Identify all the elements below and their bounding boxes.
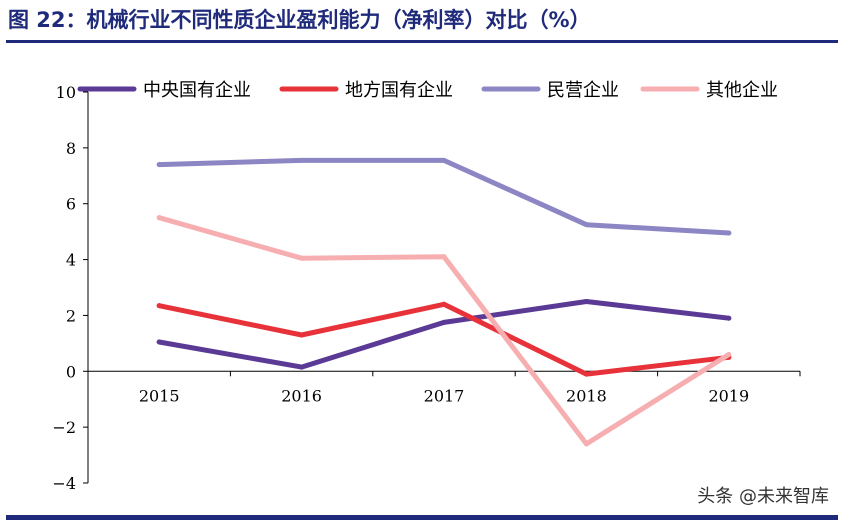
series-line-4 bbox=[156, 215, 732, 447]
data-point bbox=[726, 315, 732, 321]
data-point bbox=[583, 441, 589, 447]
data-point bbox=[441, 254, 447, 260]
y-tick-label: 4 bbox=[66, 251, 76, 270]
data-point bbox=[156, 303, 162, 309]
data-point bbox=[583, 298, 589, 304]
data-point bbox=[726, 352, 732, 358]
data-point bbox=[441, 319, 447, 325]
data-point bbox=[299, 255, 305, 261]
y-tick-label: 0 bbox=[66, 362, 76, 381]
data-point bbox=[441, 301, 447, 307]
x-tick-label: 2019 bbox=[708, 386, 749, 405]
data-point bbox=[156, 215, 162, 221]
chart-legend: 中央国有企业 地方国有企业 民营企业 其他企业 bbox=[77, 80, 778, 101]
y-tick-label: −2 bbox=[52, 418, 76, 437]
y-tick-label: −4 bbox=[52, 474, 76, 493]
legend-label: 地方国有企业 bbox=[345, 80, 453, 101]
data-point bbox=[299, 157, 305, 163]
data-point bbox=[299, 332, 305, 338]
data-point bbox=[156, 339, 162, 345]
data-point bbox=[726, 230, 732, 236]
x-tick-label: 2018 bbox=[566, 386, 607, 405]
data-point bbox=[441, 157, 447, 163]
title-divider bbox=[6, 40, 838, 43]
series-line-3 bbox=[156, 157, 732, 236]
x-tick-label: 2017 bbox=[424, 386, 465, 405]
chart-axes: −4 −2 0 2 4 6 8 10 2015 2016 2017 2018 2019 bbox=[52, 83, 801, 493]
data-point bbox=[583, 371, 589, 377]
y-tick-label: 10 bbox=[56, 83, 76, 102]
legend-label: 民营企业 bbox=[547, 80, 619, 101]
data-point bbox=[583, 222, 589, 228]
chart-series bbox=[156, 157, 732, 447]
legend-label: 其他企业 bbox=[706, 80, 778, 101]
x-tick-label: 2015 bbox=[139, 386, 180, 405]
y-tick-label: 2 bbox=[66, 306, 76, 325]
x-tick-label: 2016 bbox=[281, 386, 322, 405]
series-line-2 bbox=[156, 301, 732, 377]
data-point bbox=[156, 162, 162, 168]
y-tick-label: 8 bbox=[66, 139, 76, 158]
y-tick-label: 6 bbox=[66, 195, 76, 214]
series-line-1 bbox=[156, 299, 732, 370]
watermark: 头条 @未来智库 bbox=[697, 486, 829, 507]
data-point bbox=[299, 364, 305, 370]
legend-label: 中央国有企业 bbox=[143, 80, 251, 101]
figure-title: 图 22：机械行业不同性质企业盈利能力（净利率）对比（%） bbox=[8, 8, 591, 32]
bottom-divider bbox=[6, 515, 838, 520]
